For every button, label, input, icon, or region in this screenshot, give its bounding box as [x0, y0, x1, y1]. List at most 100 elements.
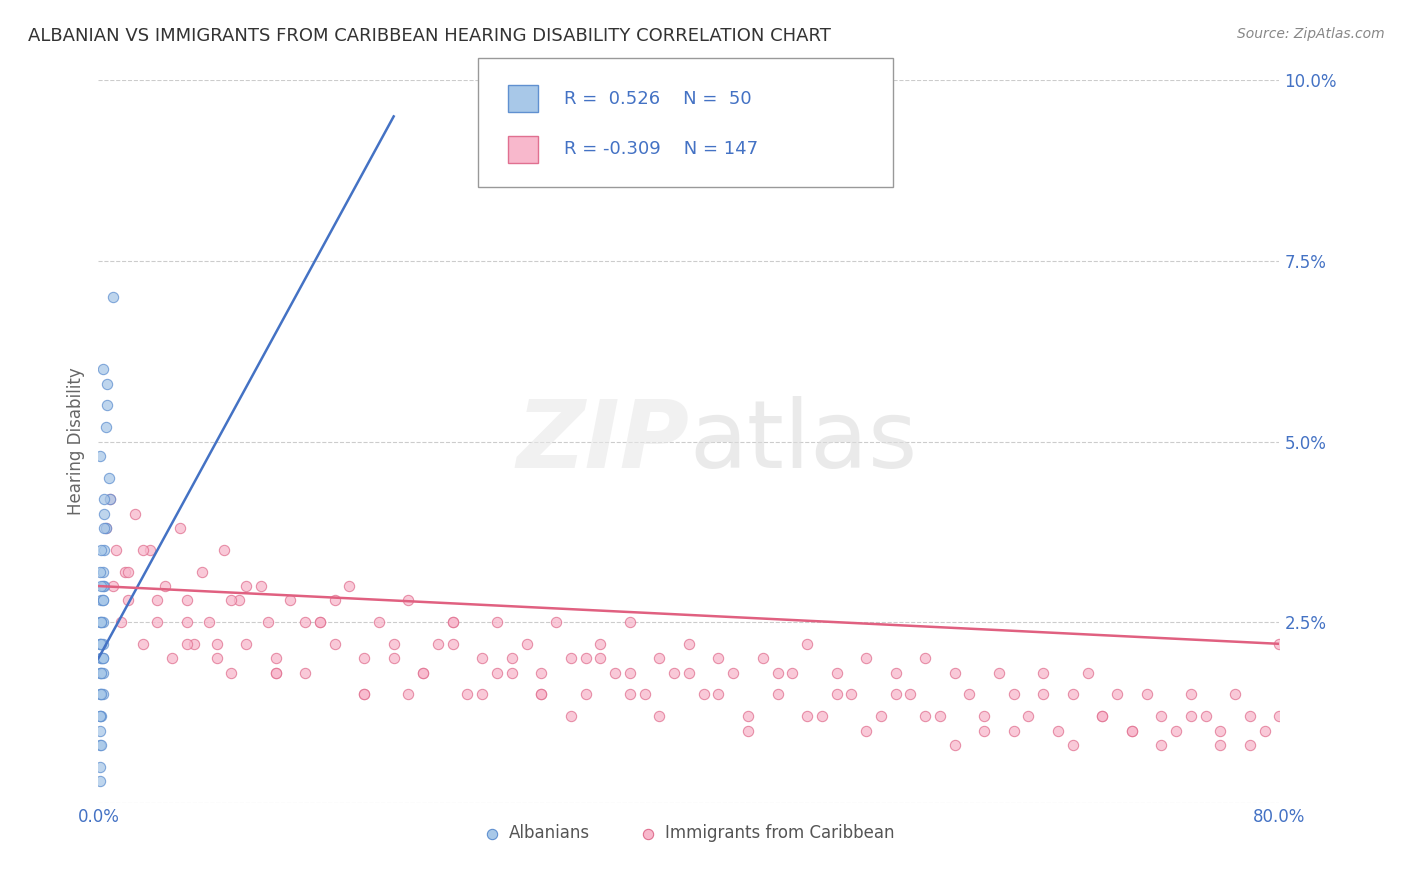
- Point: [412, 665, 434, 680]
- Point: [89, 738, 111, 752]
- Point: [353, 651, 375, 665]
- Point: [94, 420, 117, 434]
- Point: [530, 687, 553, 701]
- Point: [1180, 687, 1202, 701]
- Text: ALBANIAN VS IMMIGRANTS FROM CARIBBEAN HEARING DISABILITY CORRELATION CHART: ALBANIAN VS IMMIGRANTS FROM CARIBBEAN HE…: [28, 27, 831, 45]
- Point: [471, 687, 494, 701]
- Point: [530, 687, 553, 701]
- Point: [959, 687, 981, 701]
- Point: [855, 651, 877, 665]
- Point: [323, 593, 346, 607]
- Point: [810, 709, 832, 723]
- Point: [782, 665, 804, 680]
- Point: [884, 687, 907, 701]
- Point: [943, 738, 966, 752]
- Point: [91, 593, 114, 607]
- Point: [93, 492, 115, 507]
- Point: [91, 579, 114, 593]
- Point: [560, 651, 582, 665]
- Point: [368, 615, 391, 630]
- Point: [707, 687, 730, 701]
- Point: [89, 760, 111, 774]
- Point: [212, 542, 235, 557]
- Text: ZIP: ZIP: [516, 395, 689, 488]
- Point: [486, 665, 509, 680]
- Point: [501, 651, 523, 665]
- Point: [191, 565, 214, 579]
- Point: [93, 579, 115, 593]
- Point: [139, 542, 162, 557]
- Point: [89, 723, 111, 738]
- Y-axis label: Hearing Disability: Hearing Disability: [66, 368, 84, 516]
- Point: [153, 579, 176, 593]
- Point: [825, 687, 848, 701]
- Point: [398, 687, 420, 701]
- Text: Source: ZipAtlas.com: Source: ZipAtlas.com: [1237, 27, 1385, 41]
- Point: [96, 398, 118, 412]
- Point: [1121, 723, 1143, 738]
- Point: [825, 665, 848, 680]
- Point: [1239, 709, 1261, 723]
- Point: [1062, 687, 1084, 701]
- Point: [89, 565, 111, 579]
- Point: [678, 637, 700, 651]
- Point: [530, 665, 553, 680]
- Point: [457, 687, 479, 701]
- Point: [1209, 723, 1232, 738]
- Point: [114, 565, 136, 579]
- Point: [146, 615, 169, 630]
- Text: R =  0.526    N =  50: R = 0.526 N = 50: [564, 89, 751, 108]
- Point: [294, 665, 316, 680]
- Point: [205, 651, 228, 665]
- Point: [176, 637, 198, 651]
- Point: [634, 687, 657, 701]
- Point: [988, 665, 1011, 680]
- Point: [89, 709, 111, 723]
- Point: [1032, 687, 1054, 701]
- Point: [973, 709, 995, 723]
- Point: [796, 637, 818, 651]
- Point: [1268, 709, 1291, 723]
- Point: [309, 615, 332, 630]
- Point: [91, 665, 114, 680]
- Point: [693, 687, 716, 701]
- Point: [228, 593, 250, 607]
- Point: [90, 687, 112, 701]
- Point: [90, 615, 112, 630]
- Point: [98, 492, 121, 507]
- Point: [648, 709, 671, 723]
- Point: [124, 507, 146, 521]
- Point: [382, 637, 405, 651]
- Point: [90, 651, 112, 665]
- Point: [91, 362, 114, 376]
- Point: [1225, 687, 1247, 701]
- Point: [89, 615, 111, 630]
- Point: [264, 665, 287, 680]
- Point: [98, 492, 121, 507]
- Point: [1046, 723, 1070, 738]
- Point: [664, 665, 686, 680]
- Point: [427, 637, 450, 651]
- Point: [103, 579, 125, 593]
- Point: [1209, 738, 1232, 752]
- Point: [1150, 709, 1173, 723]
- Point: [235, 637, 257, 651]
- Point: [973, 723, 995, 738]
- Point: [89, 665, 111, 680]
- Point: [235, 579, 257, 593]
- Point: [766, 665, 789, 680]
- Point: [91, 593, 114, 607]
- Point: [132, 542, 155, 557]
- Point: [90, 665, 112, 680]
- Point: [93, 521, 115, 535]
- Point: [117, 565, 139, 579]
- Point: [1268, 637, 1291, 651]
- Point: [707, 651, 730, 665]
- Point: [678, 665, 700, 680]
- Point: [110, 615, 132, 630]
- Point: [90, 651, 112, 665]
- Point: [91, 651, 114, 665]
- Point: [546, 615, 568, 630]
- Point: [766, 687, 789, 701]
- Point: [1002, 723, 1025, 738]
